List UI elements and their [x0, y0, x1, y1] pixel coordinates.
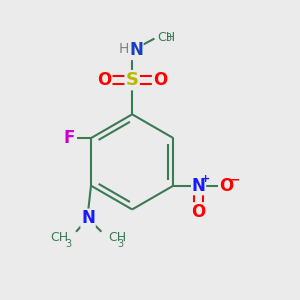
Text: +: + [200, 174, 210, 184]
Text: O: O [219, 177, 233, 195]
Text: S: S [126, 71, 139, 89]
Text: 3: 3 [65, 239, 72, 249]
Text: N: N [192, 177, 206, 195]
Text: H: H [119, 42, 129, 56]
Text: 3: 3 [165, 33, 171, 43]
Text: O: O [153, 71, 167, 89]
Text: CH: CH [51, 231, 69, 244]
Text: CH: CH [157, 31, 175, 44]
Text: 3: 3 [117, 239, 123, 249]
Text: F: F [63, 129, 74, 147]
Text: O: O [98, 71, 112, 89]
Text: −: − [230, 173, 240, 186]
Text: O: O [191, 203, 206, 221]
Text: N: N [129, 41, 143, 59]
Text: N: N [81, 209, 95, 227]
Text: CH: CH [108, 231, 126, 244]
